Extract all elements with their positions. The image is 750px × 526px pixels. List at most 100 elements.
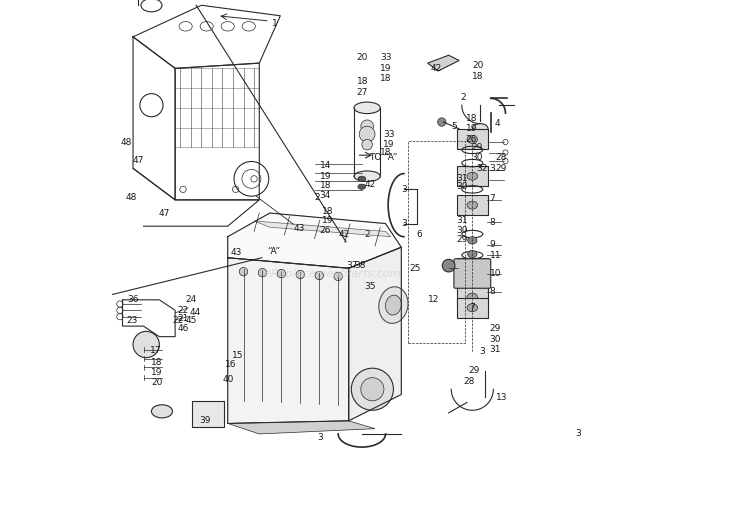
Text: 18: 18 (472, 72, 484, 81)
Text: 26: 26 (320, 226, 332, 235)
Circle shape (437, 118, 446, 126)
Text: 45: 45 (186, 316, 197, 326)
Circle shape (239, 267, 248, 276)
Polygon shape (349, 247, 401, 421)
Text: 31: 31 (490, 345, 501, 355)
Polygon shape (254, 221, 391, 237)
Text: 38: 38 (354, 261, 365, 270)
Circle shape (258, 268, 267, 277)
Text: 29: 29 (495, 164, 506, 173)
Ellipse shape (467, 135, 478, 143)
Circle shape (361, 378, 384, 401)
Polygon shape (228, 213, 401, 268)
Circle shape (315, 271, 323, 280)
Circle shape (442, 259, 455, 272)
Text: 3: 3 (401, 219, 407, 228)
Text: 23: 23 (127, 316, 138, 326)
Text: 3: 3 (317, 433, 323, 442)
Text: 18: 18 (320, 181, 332, 190)
Text: 48: 48 (125, 193, 136, 202)
Text: 34: 34 (320, 191, 332, 200)
Text: 31: 31 (457, 174, 468, 184)
Text: 30: 30 (457, 226, 468, 235)
Text: 37: 37 (346, 261, 358, 270)
FancyBboxPatch shape (457, 258, 488, 278)
Text: 42: 42 (338, 229, 350, 239)
Text: 42: 42 (364, 179, 376, 189)
Text: 35: 35 (364, 282, 376, 291)
Text: 8: 8 (490, 287, 496, 297)
Text: 29: 29 (490, 324, 501, 333)
FancyBboxPatch shape (193, 401, 224, 427)
Text: “A”: “A” (267, 247, 280, 256)
Text: 15: 15 (232, 350, 244, 360)
FancyBboxPatch shape (457, 166, 488, 186)
Circle shape (361, 120, 374, 133)
Text: 2: 2 (460, 93, 466, 102)
Polygon shape (228, 258, 349, 423)
Text: 27: 27 (356, 87, 368, 97)
Circle shape (359, 126, 375, 142)
Text: 18: 18 (380, 74, 392, 84)
Text: 32: 32 (476, 164, 488, 173)
Circle shape (351, 368, 394, 410)
Text: 3: 3 (401, 185, 407, 194)
Text: TO “A”: TO “A” (369, 153, 397, 163)
Text: 18: 18 (152, 358, 163, 368)
Text: 22: 22 (178, 306, 189, 315)
Text: 48: 48 (121, 137, 132, 147)
Text: 14: 14 (320, 161, 332, 170)
Circle shape (133, 331, 159, 358)
Text: 19: 19 (380, 64, 392, 73)
Text: 28: 28 (495, 153, 506, 163)
Text: 11: 11 (490, 250, 501, 260)
Text: 18: 18 (356, 77, 368, 86)
Text: 44: 44 (190, 308, 201, 318)
Ellipse shape (354, 171, 380, 181)
Text: 43: 43 (293, 224, 304, 234)
Polygon shape (427, 55, 459, 71)
Ellipse shape (472, 124, 488, 134)
Text: 12: 12 (427, 295, 439, 305)
Text: 29: 29 (469, 366, 480, 376)
FancyBboxPatch shape (457, 298, 488, 318)
Text: 26: 26 (466, 135, 477, 144)
Text: 21: 21 (178, 313, 189, 323)
Polygon shape (228, 421, 375, 434)
Text: 43: 43 (230, 248, 242, 257)
Text: 29: 29 (457, 235, 468, 244)
Ellipse shape (467, 250, 477, 258)
Text: 18: 18 (322, 207, 334, 216)
FancyBboxPatch shape (457, 195, 488, 215)
Text: 46: 46 (178, 324, 189, 333)
Text: 20: 20 (472, 61, 484, 70)
Circle shape (334, 272, 343, 281)
FancyBboxPatch shape (454, 259, 491, 288)
Text: 31: 31 (457, 216, 468, 226)
Text: 24: 24 (186, 295, 197, 305)
Text: 29: 29 (471, 143, 483, 152)
Text: eReplacementParts.com: eReplacementParts.com (265, 268, 401, 279)
Text: 19: 19 (466, 124, 477, 134)
Text: 1: 1 (272, 19, 278, 28)
Text: 13: 13 (496, 392, 508, 402)
Text: 2: 2 (364, 229, 370, 239)
Text: 16: 16 (225, 360, 236, 369)
Text: 39: 39 (199, 416, 210, 426)
Circle shape (362, 139, 372, 150)
Text: 8: 8 (490, 218, 496, 227)
Text: 33: 33 (383, 129, 394, 139)
Text: 42: 42 (430, 64, 442, 73)
Ellipse shape (379, 287, 408, 323)
Text: 30: 30 (490, 335, 501, 344)
Text: 36: 36 (128, 295, 140, 305)
Text: 18: 18 (380, 148, 392, 157)
Text: 7: 7 (490, 194, 496, 203)
Ellipse shape (467, 304, 478, 311)
Text: 7: 7 (470, 303, 476, 312)
FancyBboxPatch shape (457, 129, 488, 149)
Ellipse shape (358, 176, 366, 181)
Text: 2: 2 (314, 193, 320, 202)
Ellipse shape (467, 294, 478, 301)
Text: 30: 30 (457, 182, 468, 191)
